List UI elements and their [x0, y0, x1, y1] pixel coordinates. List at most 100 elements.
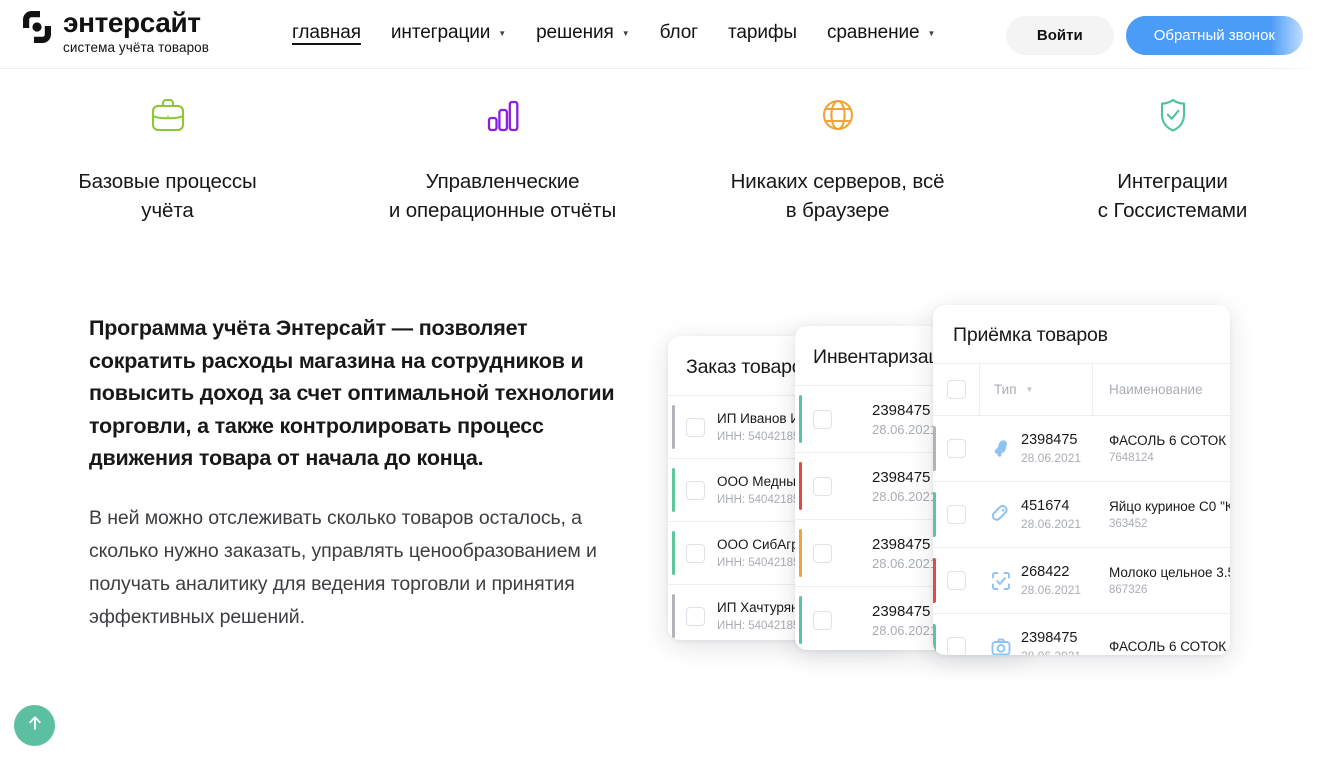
- row-checkbox[interactable]: [686, 417, 705, 437]
- receiving-card-title: Приёмка товаров: [953, 324, 1108, 346]
- scan-check-icon: [990, 570, 1012, 592]
- enter-site-logo-icon: [20, 10, 54, 44]
- arrow-up-icon: [24, 712, 46, 739]
- login-button[interactable]: Войти: [1005, 16, 1114, 55]
- row-checkbox[interactable]: [813, 610, 832, 630]
- table-row[interactable]: ИП Иванов Ив ИНН: 540421851: [668, 396, 898, 459]
- inventory-card-rows: 2398475 28.06.2021 2398475 28.06.2021 23…: [795, 385, 1025, 650]
- shield-check-icon: [1150, 86, 1196, 144]
- table-row[interactable]: 2398475 28.06.2021: [795, 587, 1025, 650]
- row-checkbox[interactable]: [813, 476, 832, 496]
- briefcase-icon: [145, 86, 191, 144]
- table-row[interactable]: 2398475 28.06.2021 ФАСОЛЬ 6 СОТОК Б 7648…: [933, 416, 1230, 482]
- bottle-icon: [990, 504, 1012, 526]
- status-bar: [672, 468, 675, 512]
- row-product-name: ФАСОЛЬ 6 СОТОК Б: [1109, 432, 1230, 448]
- row-date: 28.06.2021: [1021, 582, 1082, 597]
- row-checkbox[interactable]: [947, 571, 966, 590]
- table-row[interactable]: ООО Медный ИНН: 540421851: [668, 459, 898, 522]
- scroll-to-top-button[interactable]: [14, 705, 55, 746]
- nav-item-integracii[interactable]: интеграции ▼: [391, 22, 506, 44]
- row-secondary-text: ИНН: 540421851: [717, 619, 806, 632]
- row-primary-text: 2398475: [872, 401, 931, 419]
- status-bar: [672, 531, 675, 575]
- table-row[interactable]: 2398475 28.06.2021: [795, 386, 1025, 453]
- status-bar: [672, 405, 675, 449]
- row-checkbox[interactable]: [686, 606, 705, 626]
- feature-gov-integrations: Интеграции с Госсистемами: [1005, 70, 1340, 240]
- bar-chart-icon: [480, 86, 526, 144]
- nav-label: главная: [292, 22, 361, 43]
- column-header-label: Наименование: [1109, 382, 1203, 397]
- brand-logo[interactable]: энтерсайт система учёта товаров: [20, 8, 209, 55]
- table-row[interactable]: ИП Хачтурян ИНН: 540421851: [668, 585, 898, 640]
- feature-label-line1: Интеграции: [1117, 170, 1228, 193]
- select-all-checkbox[interactable]: [946, 380, 966, 399]
- status-bar: [933, 426, 936, 471]
- row-product-name: ФАСОЛЬ 6 СОТОК: [1109, 639, 1227, 654]
- nav-item-glavnaya[interactable]: главная: [292, 22, 361, 44]
- feature-management-reports: Управленческие и операционные отчёты: [335, 70, 670, 240]
- status-bar: [799, 395, 802, 443]
- row-secondary-text: 28.06.2021: [872, 555, 938, 571]
- table-row[interactable]: 2398475 28.06.2021 ФАСОЛЬ 6 СОТОК: [933, 614, 1230, 655]
- screenshot-card-stack: Заказ товаров ИП Иванов Ив ИНН: 54042185…: [660, 300, 1260, 670]
- row-primary-text: ООО СибАгр: [717, 536, 799, 552]
- nav-label: сравнение: [826, 22, 920, 43]
- brand-tagline: система учёта товаров: [63, 40, 210, 55]
- intro-lead-paragraph: Программа учёта Энтерсайт — позволяет со…: [89, 316, 615, 470]
- table-row[interactable]: 2398475 28.06.2021: [795, 520, 1025, 587]
- row-primary-text: 2398475: [872, 535, 931, 553]
- feature-label-line2: в браузере: [785, 199, 890, 222]
- nav-item-resheniya[interactable]: решения ▼: [536, 22, 630, 44]
- inventory-card-title: Инвентаризац: [813, 346, 940, 368]
- table-row[interactable]: 451674 28.06.2021 Яйцо куриное С0 "К 363…: [933, 482, 1230, 548]
- row-primary-text: ИП Иванов Ив: [717, 410, 808, 426]
- feature-label-line1: Базовые процессы: [78, 170, 257, 193]
- row-checkbox[interactable]: [947, 505, 966, 524]
- order-card-title: Заказ товаров: [686, 356, 813, 378]
- row-primary-text: 2398475: [872, 468, 931, 486]
- table-row[interactable]: 2398475 28.06.2021: [795, 453, 1025, 520]
- camera-icon: [990, 636, 1012, 656]
- row-primary-text: ИП Хачтурян: [717, 599, 799, 615]
- receiving-card[interactable]: Приёмка товаров Тип ▼ Наименование: [933, 305, 1230, 655]
- row-primary-text: ООО Медный: [717, 473, 804, 489]
- table-row[interactable]: ООО СибАгр ИНН: 540421851: [668, 522, 898, 585]
- row-checkbox[interactable]: [686, 480, 705, 500]
- table-row[interactable]: 268422 28.06.2021 Молоко цельное 3.5 867…: [933, 548, 1230, 614]
- feature-label: Никаких серверов, всё в браузере: [731, 167, 945, 225]
- row-secondary-text: 28.06.2021: [872, 622, 938, 638]
- feature-label: Управленческие и операционные отчёты: [389, 167, 616, 225]
- row-number: 2398475: [1021, 629, 1078, 646]
- intro-body-paragraph: В ней можно отслеживать сколько товаров …: [89, 506, 597, 628]
- row-checkbox[interactable]: [813, 543, 832, 563]
- row-checkbox[interactable]: [947, 637, 966, 655]
- row-checkbox[interactable]: [813, 409, 832, 429]
- column-header-type[interactable]: Тип ▼: [980, 364, 1093, 415]
- meat-leg-icon: [990, 438, 1012, 460]
- chevron-down-icon: ▼: [498, 29, 507, 38]
- row-checkbox[interactable]: [686, 543, 705, 563]
- row-product-code: 363452: [1109, 517, 1148, 530]
- callback-request-button[interactable]: Обратный звонок: [1125, 16, 1303, 55]
- status-bar: [799, 462, 802, 510]
- nav-label: интеграции: [390, 22, 491, 43]
- row-number: 268422: [1021, 563, 1070, 580]
- select-all-checkbox-header[interactable]: [933, 364, 980, 415]
- nav-label: решения: [536, 22, 614, 43]
- brand-name: энтерсайт: [63, 7, 201, 38]
- row-date: 28.06.2021: [1021, 648, 1081, 656]
- nav-item-blog[interactable]: блог: [660, 22, 699, 44]
- globe-icon: [815, 86, 861, 144]
- feature-label: Базовые процессы учёта: [78, 167, 256, 225]
- receiving-table-header: Тип ▼ Наименование: [933, 363, 1230, 416]
- row-checkbox[interactable]: [947, 439, 966, 458]
- row-product-code: 7648124: [1109, 451, 1154, 464]
- column-header-name[interactable]: Наименование: [1093, 364, 1230, 415]
- nav-item-sravnenie[interactable]: сравнение ▼: [827, 22, 935, 44]
- feature-label-line1: Никаких серверов, всё: [730, 170, 945, 193]
- row-secondary-text: ИНН: 540421851: [717, 430, 806, 443]
- nav-item-tarify[interactable]: тарифы: [728, 22, 797, 44]
- order-card-rows: ИП Иванов Ив ИНН: 540421851 ООО Медный И…: [668, 395, 898, 640]
